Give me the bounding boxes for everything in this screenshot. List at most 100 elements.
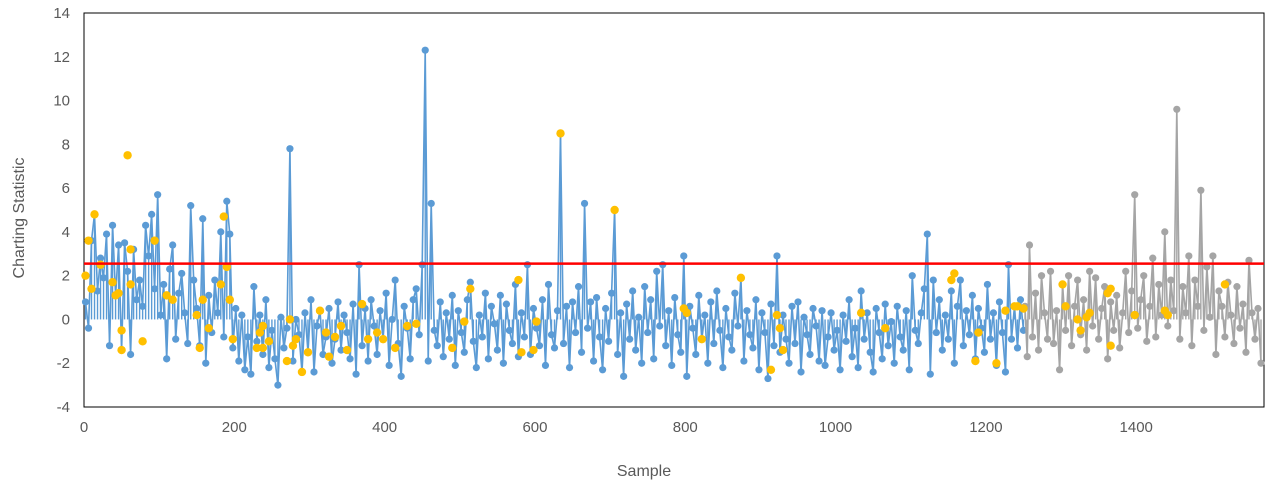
data-point [1052, 307, 1061, 315]
data-point [334, 298, 342, 306]
highlight-point [288, 341, 298, 350]
data-point [1013, 344, 1022, 352]
data-point [274, 381, 282, 389]
highlight-point [162, 291, 171, 300]
data-point [169, 241, 177, 249]
data-point [1230, 339, 1238, 348]
data-point [911, 326, 919, 334]
y-tick-label: 2 [62, 268, 70, 285]
data-point [598, 366, 607, 374]
data-point [391, 276, 399, 284]
data-point [364, 357, 372, 365]
data-point [433, 342, 441, 350]
data-point [406, 355, 414, 363]
data-point [1031, 289, 1040, 297]
x-tick-label: 400 [372, 419, 397, 436]
highlight-point [971, 356, 980, 366]
data-point [884, 342, 892, 350]
data-point [451, 361, 459, 370]
data-point [397, 372, 405, 380]
data-point [136, 276, 144, 284]
data-point [460, 348, 468, 356]
data-point [707, 298, 715, 306]
data-point [1023, 353, 1031, 361]
data-point [472, 364, 480, 372]
data-point [1070, 302, 1079, 310]
data-point [157, 311, 165, 319]
data-point [120, 239, 129, 247]
data-point [586, 298, 595, 306]
data-point [430, 326, 438, 334]
data-point [376, 307, 384, 315]
highlight-point [324, 352, 334, 361]
data-point [638, 359, 646, 367]
data-point [190, 276, 198, 284]
data-point [367, 296, 375, 304]
data-point [941, 311, 949, 319]
data-point [1092, 274, 1100, 282]
data-point [1034, 346, 1043, 354]
data-point [662, 342, 670, 350]
data-point [1194, 302, 1202, 310]
data-point [574, 283, 583, 291]
data-point [145, 252, 153, 260]
data-point [373, 350, 381, 359]
data-point [605, 337, 613, 345]
highlight-point [1076, 326, 1085, 335]
data-point [1164, 322, 1172, 330]
data-point [785, 359, 793, 367]
highlight-point [1001, 306, 1010, 315]
data-point [734, 322, 742, 330]
data-point [944, 335, 952, 343]
data-point [1007, 335, 1016, 343]
data-point [253, 337, 261, 345]
data-point [668, 361, 676, 370]
data-point [478, 333, 486, 341]
data-point [821, 361, 829, 370]
data-point [938, 346, 946, 354]
data-point [635, 313, 643, 321]
data-point [974, 304, 982, 313]
data-point [160, 280, 168, 289]
data-point [385, 361, 393, 370]
data-point [187, 202, 195, 210]
data-point [466, 278, 474, 286]
highlight-point [390, 343, 400, 353]
data-point [998, 328, 1007, 337]
data-point [247, 370, 255, 378]
data-point [674, 331, 682, 339]
data-point [1016, 296, 1025, 304]
data-point [1140, 272, 1148, 280]
highlight-point [138, 337, 147, 346]
data-point [1155, 280, 1163, 289]
data-point [1236, 324, 1244, 332]
data-point [710, 339, 718, 348]
highlight-point [856, 308, 866, 318]
data-point [1218, 302, 1226, 310]
data-point [920, 285, 928, 293]
highlight-point [950, 269, 959, 278]
data-point [1149, 254, 1157, 262]
data-point [559, 339, 568, 348]
data-point [93, 287, 102, 295]
data-point [1067, 342, 1076, 350]
data-point [893, 302, 901, 310]
data-point [908, 272, 916, 280]
data-point [1025, 241, 1034, 249]
data-point [1227, 311, 1235, 319]
y-tick-label: 4 [62, 224, 70, 241]
highlight-point [532, 317, 541, 326]
data-point [1095, 335, 1103, 343]
data-point [1254, 304, 1262, 313]
data-point [767, 300, 775, 308]
highlight-point [1130, 310, 1139, 320]
data-point [1086, 267, 1094, 275]
data-point [163, 355, 171, 363]
data-point [244, 333, 252, 341]
series-line [1024, 108, 1262, 371]
data-point [899, 346, 907, 354]
data-point [758, 309, 766, 317]
data-point [463, 296, 471, 304]
data-point [1113, 291, 1121, 299]
data-point [617, 309, 625, 317]
